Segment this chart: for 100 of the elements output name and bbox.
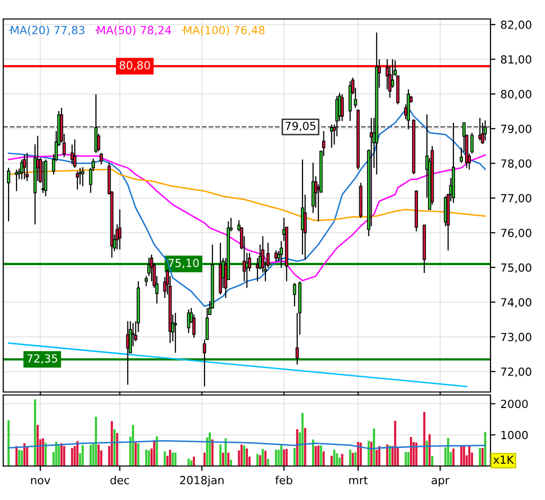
- bar: [462, 446, 466, 466]
- bar: [110, 421, 113, 466]
- x-tick-label: mrt: [349, 476, 368, 484]
- bar: [314, 446, 317, 466]
- bar: [478, 448, 481, 466]
- bar: [132, 424, 134, 466]
- candlestick: [22, 154, 26, 180]
- bar: [404, 452, 407, 466]
- line-series: [8, 107, 486, 307]
- bar: [94, 416, 98, 466]
- bar: [172, 452, 174, 466]
- bar: [219, 444, 222, 466]
- bar: [484, 432, 486, 466]
- bar: [368, 440, 370, 466]
- candlestick: [144, 276, 148, 287]
- bar: [282, 449, 286, 466]
- bar: [372, 428, 376, 466]
- bar: [203, 452, 206, 466]
- bar: [190, 460, 192, 466]
- bar: [296, 429, 298, 466]
- x-tick-label: 2018jan: [180, 476, 224, 486]
- bar: [243, 445, 246, 466]
- bar: [349, 450, 352, 466]
- candlestick: [100, 152, 103, 165]
- y-tick-label: 73,00: [501, 332, 532, 342]
- bar: [8, 420, 10, 466]
- bar: [55, 442, 58, 466]
- x-tick-label: feb: [275, 476, 292, 484]
- bar: [34, 399, 36, 466]
- x-tick-label: nov: [31, 478, 50, 484]
- bar: [259, 455, 262, 466]
- ref-line-label: 80,80: [120, 61, 150, 71]
- bar: [224, 438, 227, 466]
- bar: [227, 452, 230, 466]
- candlestick: [6, 167, 10, 222]
- candlestick: [118, 208, 122, 250]
- bar: [174, 452, 176, 466]
- candlestick: [292, 282, 296, 307]
- bar: [431, 456, 434, 466]
- candlestick: [484, 120, 487, 141]
- bar: [153, 440, 156, 466]
- bar: [240, 444, 243, 466]
- bar: [333, 450, 336, 466]
- y-tick-label: 75,00: [501, 263, 532, 273]
- text: x1K: [493, 456, 514, 464]
- bar: [330, 456, 333, 466]
- bar: [376, 450, 378, 466]
- y-tick-label: 78,00: [501, 159, 532, 169]
- candlestick: [20, 158, 24, 180]
- bar: [18, 450, 20, 466]
- bar: [394, 420, 396, 466]
- bar: [246, 448, 248, 466]
- bar: [98, 444, 100, 466]
- bar: [341, 454, 344, 466]
- bar: [82, 445, 84, 466]
- candlestick: [25, 152, 29, 182]
- ref-line-label: 72,35: [27, 354, 58, 364]
- bar: [169, 450, 172, 466]
- legend-label: MA(20) 77,83: [11, 26, 84, 36]
- candlestick: [480, 122, 484, 144]
- x-tick-label: dec: [110, 476, 130, 484]
- y-tick-label: 81,00: [500, 55, 532, 65]
- candlestick: [126, 320, 130, 386]
- candlestick: [14, 169, 18, 192]
- bar: [460, 446, 462, 466]
- y-tick-label: 79,00: [501, 124, 532, 134]
- y-tick-label: 77,00: [501, 194, 532, 204]
- bar: [145, 450, 148, 466]
- bar: [137, 443, 140, 466]
- bar: [58, 445, 60, 466]
- bar: [280, 445, 282, 466]
- bar: [423, 412, 426, 466]
- bar: [354, 452, 357, 466]
- y-tick-label: 1000: [501, 430, 528, 440]
- y-tick-label: 2000: [501, 400, 528, 408]
- bar: [222, 452, 224, 466]
- y-tick-label: 76,00: [501, 228, 532, 238]
- bar: [304, 428, 306, 466]
- bar: [322, 451, 325, 466]
- bar: [386, 444, 388, 466]
- candlestick: [470, 132, 474, 154]
- bar: [148, 450, 150, 466]
- bar: [63, 446, 66, 466]
- bar: [352, 452, 354, 466]
- bar: [452, 448, 454, 466]
- y-tick-label: 80,00: [500, 90, 532, 100]
- legend-label: MA(100) 76,48: [184, 26, 264, 36]
- bar: [264, 450, 266, 466]
- y-tick-label: 82,00: [500, 20, 532, 30]
- x-tick-label: apr: [432, 478, 450, 486]
- candlestick: [73, 138, 76, 168]
- bar: [20, 450, 23, 466]
- bar: [293, 448, 296, 466]
- bar: [320, 445, 322, 466]
- bar: [164, 451, 166, 466]
- bar: [274, 450, 278, 466]
- line-series: [8, 440, 486, 450]
- bar: [317, 445, 320, 466]
- bar: [407, 452, 410, 466]
- candlestick: [174, 312, 177, 354]
